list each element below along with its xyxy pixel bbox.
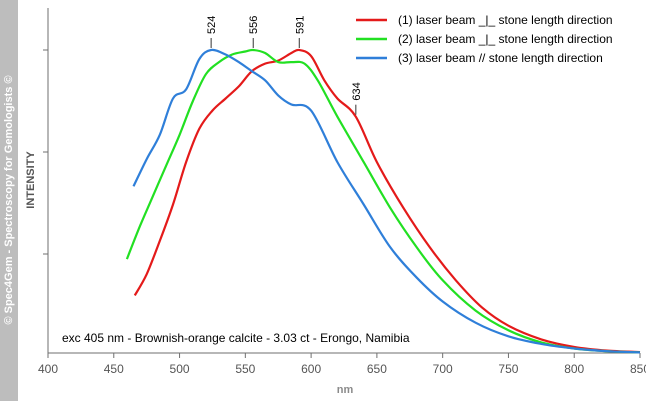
- x-axis-label: nm: [337, 384, 354, 396]
- x-tick-label: 800: [564, 362, 584, 376]
- legend-label: (3) laser beam // stone length direction: [398, 51, 603, 65]
- x-tick-label: 450: [104, 362, 124, 376]
- legend: (1) laser beam _|_ stone length directio…: [356, 13, 613, 65]
- legend-label: (2) laser beam _|_ stone length directio…: [398, 32, 613, 46]
- x-tick-label: 700: [433, 362, 453, 376]
- x-tick-label: 750: [498, 362, 518, 376]
- x-tick-label: 550: [235, 362, 255, 376]
- y-axis-label: INTENSITY: [25, 151, 37, 209]
- x-tick-label: 600: [301, 362, 321, 376]
- axes: 400 450 500 550 600 650 700 750 800 850: [38, 8, 646, 376]
- series-line-1: [133, 48, 641, 354]
- peak-label: 634: [351, 82, 363, 100]
- x-tick-label: 500: [170, 362, 190, 376]
- legend-label: (1) laser beam _|_ stone length directio…: [398, 13, 613, 27]
- peak-label: 556: [248, 16, 260, 34]
- peak-label: 591: [294, 16, 306, 34]
- peak-label: 524: [206, 16, 218, 34]
- x-tick-label: 400: [38, 362, 58, 376]
- series-line-2: [125, 48, 641, 354]
- series-layer: [125, 48, 641, 354]
- x-tick-label: 850: [630, 362, 646, 376]
- side-band: © Spec4Gem - Spectroscopy for Gemologist…: [0, 0, 18, 401]
- labels-layer: 524 556 591 634: [206, 16, 363, 115]
- chart-annotation: exc 405 nm - Brownish-orange calcite - 3…: [62, 331, 410, 345]
- series-line-3: [132, 48, 641, 354]
- x-tick-label: 650: [367, 362, 387, 376]
